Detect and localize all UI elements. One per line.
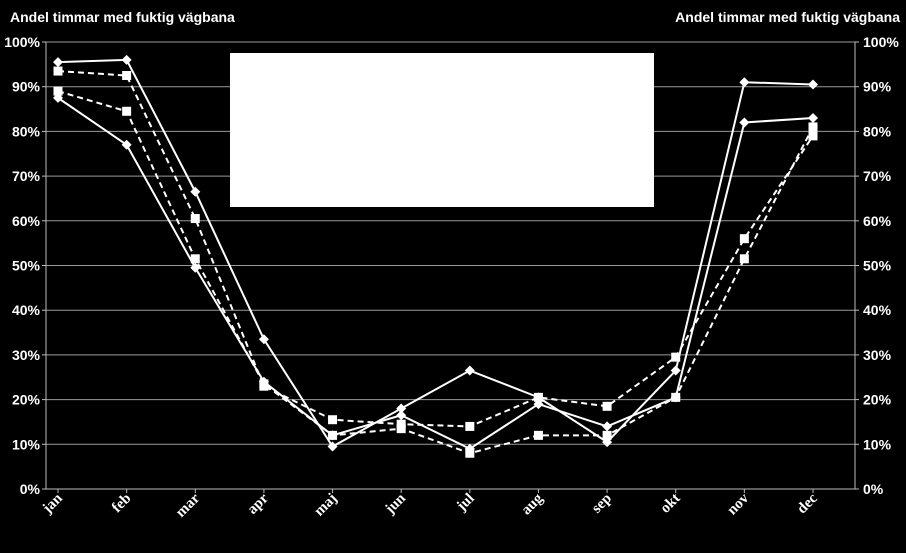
series-line (57, 58, 814, 448)
data-point-diamond (670, 365, 681, 376)
data-point-square (190, 214, 200, 224)
data-point-diamond (121, 54, 132, 65)
axes (45, 42, 856, 493)
data-point-diamond (396, 403, 407, 414)
data-point-diamond (739, 77, 750, 88)
y-axis-title-left: Andel timmar med fuktig vägbana (10, 9, 235, 25)
y-tick-label-right: 40% (863, 302, 892, 318)
legend-box (230, 53, 654, 207)
y-tick-label-left: 0% (20, 481, 41, 497)
data-point-square (808, 122, 818, 132)
data-point-diamond (808, 79, 818, 90)
y-tick-label-left: 90% (12, 79, 41, 95)
data-point-square (602, 401, 612, 411)
y-tick-label-right: 80% (863, 123, 892, 139)
data-point-square (671, 352, 681, 362)
y-tick-label-left: 40% (12, 302, 41, 318)
y-tick-label-right: 0% (863, 481, 884, 497)
data-point-square (465, 448, 475, 458)
y-tick-labels: 0% 0% 10% 10% 20% 20% 30% 30% 40% 40% 50% 50% 60% 60%… (4, 34, 899, 497)
y-tick-label-left: 60% (12, 213, 41, 229)
data-point-square (122, 71, 132, 81)
data-point-square (328, 415, 338, 425)
y-tick-label-right: 90% (863, 79, 892, 95)
data-point-square (53, 66, 63, 76)
data-point-square (808, 131, 818, 141)
y-tick-label-right: 50% (863, 258, 892, 274)
y-tick-label-left: 10% (12, 436, 41, 452)
y-tick-label-right: 60% (863, 213, 892, 229)
data-point-diamond (53, 57, 63, 68)
data-point-square (259, 379, 269, 389)
y-tick-label-right: 10% (863, 436, 892, 452)
series-4 (53, 86, 818, 458)
data-point-diamond (190, 186, 201, 197)
y-tick-label-left: 50% (12, 258, 41, 274)
data-point-square (328, 430, 338, 440)
data-point-square (533, 392, 543, 402)
data-point-diamond (327, 441, 338, 452)
data-point-square (122, 106, 132, 116)
y-tick-label-left: 80% (12, 123, 41, 139)
data-point-diamond (121, 139, 132, 150)
data-point-square (533, 430, 543, 440)
data-point-square (739, 234, 749, 244)
y-tick-label-left: 70% (12, 168, 41, 184)
series-lines (53, 54, 818, 458)
series-line (57, 70, 814, 428)
data-point-square (671, 392, 681, 402)
y-tick-label-left: 20% (12, 392, 41, 408)
y-tick-label-right: 70% (863, 168, 892, 184)
data-point-diamond (739, 117, 750, 128)
series-1 (53, 54, 818, 452)
data-point-square (190, 254, 200, 264)
y-tick-label-right: 30% (863, 347, 892, 363)
data-point-diamond (464, 365, 475, 376)
data-point-square (465, 421, 475, 431)
data-point-diamond (602, 421, 613, 432)
y-tick-label-left: 30% (12, 347, 41, 363)
y-tick-label-right: 20% (863, 392, 892, 408)
data-point-square (602, 430, 612, 440)
data-point-square (396, 424, 406, 434)
data-point-square (739, 254, 749, 264)
y-tick-label-right: 100% (863, 34, 899, 50)
data-point-diamond (258, 334, 269, 345)
data-point-diamond (808, 112, 818, 123)
data-point-diamond (396, 410, 407, 421)
series-line (57, 97, 814, 450)
data-point-square (53, 86, 63, 96)
y-tick-label-left: 100% (4, 34, 40, 50)
y-axis-title-right: Andel timmar med fuktig vägbana (675, 9, 900, 25)
